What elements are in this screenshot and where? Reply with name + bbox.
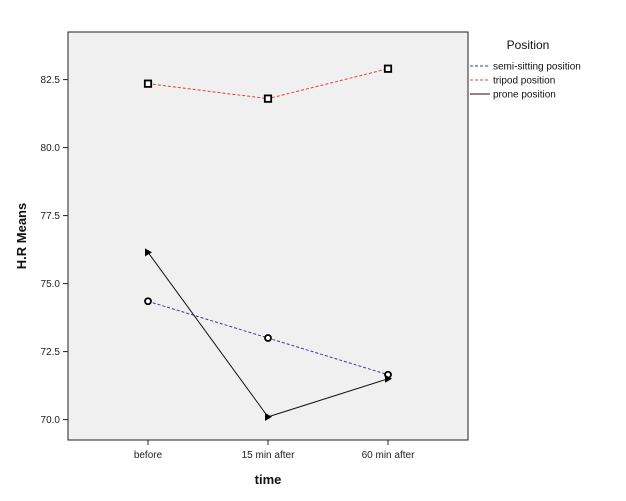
x-tick-label: 15 min after bbox=[242, 450, 295, 461]
legend: Position semi-sitting position tripod pos… bbox=[470, 38, 581, 101]
x-tick-label: before bbox=[134, 450, 163, 461]
series-markers bbox=[143, 64, 393, 421]
data-point-marker bbox=[385, 374, 392, 383]
x-axis-title: time bbox=[255, 472, 282, 487]
x-axis-ticks: before 15 min after 60 min after bbox=[134, 440, 415, 461]
y-tick-label: 77.5 bbox=[41, 211, 61, 222]
y-tick-label: 72.5 bbox=[41, 347, 61, 358]
data-point-marker bbox=[383, 64, 393, 73]
y-tick-label: 82.5 bbox=[41, 75, 61, 86]
y-axis-title: H.R Means bbox=[14, 203, 29, 269]
data-point-marker bbox=[144, 297, 152, 306]
data-point-marker bbox=[265, 412, 272, 421]
data-point-marker bbox=[264, 334, 272, 342]
data-point-marker bbox=[145, 248, 152, 257]
legend-title: Position bbox=[507, 38, 550, 52]
plot-area bbox=[67, 31, 469, 441]
y-tick-label: 75.0 bbox=[41, 279, 61, 290]
x-tick-label: 60 min after bbox=[362, 450, 415, 461]
y-tick-label: 80.0 bbox=[41, 143, 61, 154]
data-point-marker bbox=[143, 79, 153, 88]
legend-label: tripod position bbox=[493, 76, 555, 87]
data-point-marker bbox=[263, 94, 273, 103]
y-axis-ticks: 70.0 72.5 75.0 77.5 80.0 82.5 bbox=[41, 75, 68, 426]
legend-label: semi-sitting position bbox=[493, 62, 581, 73]
y-tick-label: 70.0 bbox=[41, 415, 61, 426]
legend-label: prone position bbox=[493, 90, 556, 101]
